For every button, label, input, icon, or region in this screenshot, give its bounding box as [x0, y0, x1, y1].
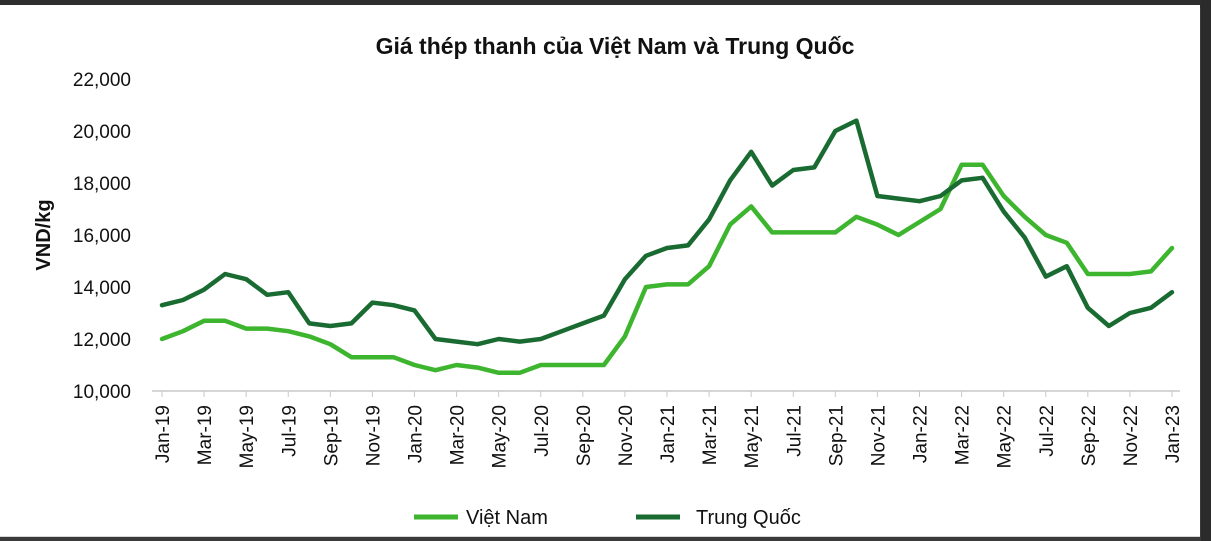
y-tick-label: 18,000: [73, 174, 131, 195]
x-tick-label: Jan-19: [153, 405, 174, 463]
x-tick-label: Mar-20: [448, 405, 469, 465]
series-line-trung-quoc: [159, 118, 1175, 347]
x-tick-label: May-21: [742, 405, 763, 468]
line-chart: Giá thép thanh của Việt Nam và Trung Quố…: [33, 33, 1184, 529]
x-tick-label: Sep-20: [574, 405, 595, 466]
y-tick-label: 10,000: [73, 382, 131, 403]
x-tick-label: Jul-21: [784, 405, 805, 457]
x-tick-label: Jan-20: [406, 405, 427, 463]
x-tick-label: Nov-21: [868, 405, 889, 466]
x-tick-label: Nov-20: [616, 405, 637, 466]
x-tick-label: Sep-21: [826, 405, 847, 466]
x-tick-label: Jan-21: [658, 405, 679, 463]
x-axis-ticks: Jan-19 Mar-19 May-19 Jul-19 Sep-19 Nov-19 Jan-…: [153, 391, 1184, 468]
x-tick-label: Jan-22: [911, 405, 932, 463]
legend: Việt Nam Trung Quốc: [414, 507, 801, 529]
y-tick-label: 20,000: [73, 122, 131, 143]
x-tick-label: Nov-19: [363, 405, 384, 466]
legend-label: Trung Quốc: [696, 507, 801, 529]
chart-card: Giá thép thanh của Việt Nam và Trung Quố…: [0, 5, 1200, 537]
x-tick-label: Mar-19: [195, 405, 216, 465]
y-axis-label: VND/kg: [33, 199, 55, 270]
legend-label: Việt Nam: [466, 507, 548, 529]
x-tick-label: Mar-21: [700, 405, 721, 465]
x-tick-label: May-19: [237, 405, 258, 468]
x-tick-label: Jan-23: [1163, 405, 1184, 463]
y-tick-label: 14,000: [73, 278, 131, 299]
x-tick-label: Nov-22: [1121, 405, 1142, 466]
series-line-viet-nam: [159, 162, 1175, 376]
x-tick-label: Mar-22: [953, 405, 974, 465]
x-tick-label: Sep-19: [321, 405, 342, 466]
chart-title: Giá thép thanh của Việt Nam và Trung Quố…: [376, 33, 855, 59]
window-frame-right: [1201, 0, 1211, 541]
x-tick-label: Jul-22: [1037, 405, 1058, 457]
y-axis-ticks: 10,000 12,000 14,000 16,000 18,000 20,000 22,0…: [73, 70, 131, 403]
y-tick-label: 16,000: [73, 226, 131, 247]
x-tick-label: Jul-20: [532, 405, 553, 457]
y-tick-label: 22,000: [73, 70, 131, 91]
x-tick-label: Sep-22: [1079, 405, 1100, 466]
x-tick-label: May-20: [490, 405, 511, 468]
x-tick-label: Jul-19: [279, 405, 300, 457]
series-lines: [159, 118, 1175, 376]
x-tick-label: May-22: [995, 405, 1016, 468]
y-tick-label: 12,000: [73, 330, 131, 351]
window-frame-top: [0, 0, 1211, 8]
